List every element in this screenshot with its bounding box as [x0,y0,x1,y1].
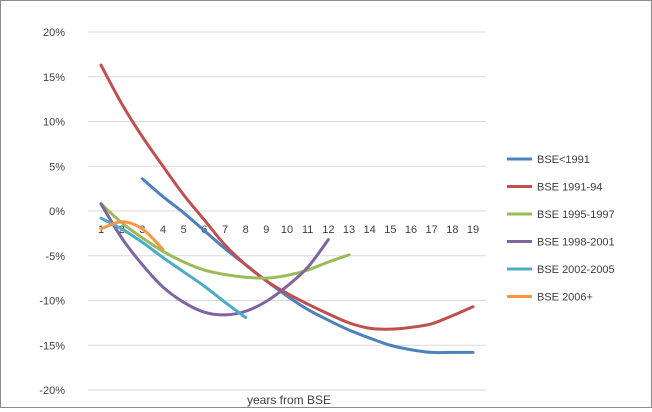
x-tick-label: 18 [446,224,458,236]
y-tick-label: 0% [49,206,65,218]
x-tick-label: 19 [467,224,479,236]
y-tick-label: 10% [43,117,65,129]
x-axis-label: years from BSE [247,393,331,407]
legend-label: BSE 2002-2005 [537,264,615,276]
x-tick-label: 11 [302,224,313,236]
x-axis-ticks: 1 2 3 4 5 6 7 8 9 10 11 12 13 14 15 16 17 18 19 [98,224,479,236]
x-tick-label: 15 [384,224,396,236]
x-tick-label: 10 [281,224,293,236]
y-tick-label: -15% [39,340,65,352]
x-tick-label: 4 [160,224,166,236]
x-tick-label: 16 [405,224,417,236]
series-line-2 [99,63,475,331]
series-line-5 [99,216,248,320]
legend-label: BSE<1991 [537,154,590,166]
legend-label: BSE 1991-94 [537,182,602,194]
series-line-3 [99,202,351,280]
y-tick-label: -20% [39,385,65,397]
y-axis-ticks: 20% 15% 10% 5% 0% -5% -10% -15% -20% [39,27,65,397]
series-line-6 [99,220,165,251]
legend-label: BSE 2006+ [537,292,593,304]
x-tick-label: 13 [343,224,355,236]
y-tick-label: 20% [43,27,65,39]
x-tick-label: 9 [263,224,269,236]
legend-label: BSE 1998-2001 [537,237,615,249]
x-tick-label: 12 [322,224,334,236]
x-tick-label: 7 [222,224,228,236]
legend: BSE<1991 BSE 1991-94 BSE 1995-1997 BSE 1998… [507,154,615,304]
y-tick-label: -10% [39,296,65,308]
series-line-1 [140,177,475,355]
x-tick-label: 8 [243,224,249,236]
legend-label: BSE 1995-1997 [537,209,615,221]
y-tick-label: 5% [49,161,65,173]
y-tick-label: -5% [45,251,65,263]
y-tick-label: 15% [43,72,65,84]
series-lines [99,63,475,355]
series-line-4 [99,202,330,317]
gridlines [88,31,486,391]
x-tick-label: 17 [426,224,438,236]
x-tick-label: 5 [181,224,187,236]
x-tick-label: 14 [364,224,376,236]
